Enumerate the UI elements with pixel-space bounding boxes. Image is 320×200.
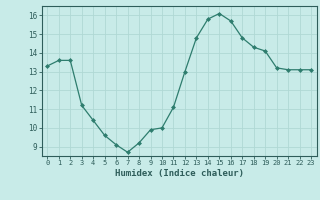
X-axis label: Humidex (Indice chaleur): Humidex (Indice chaleur) [115, 169, 244, 178]
